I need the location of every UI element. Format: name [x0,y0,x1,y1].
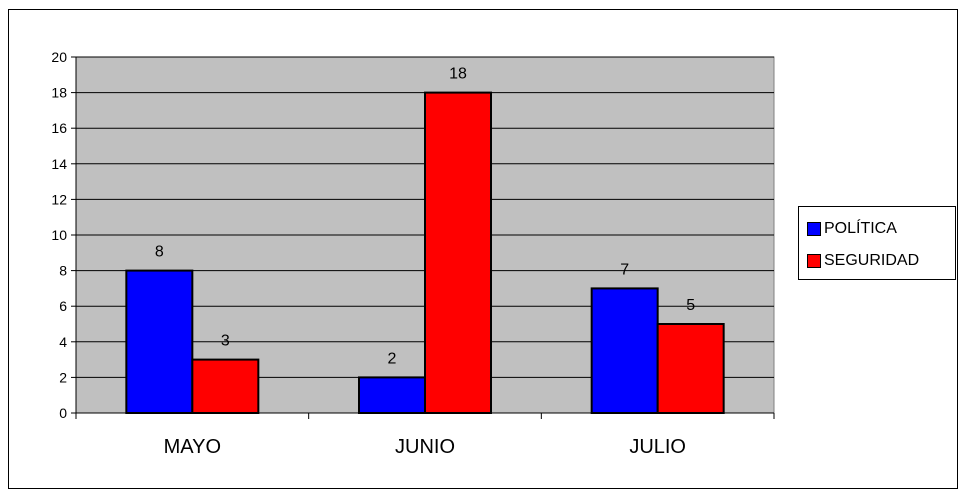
y-tick-label: 14 [51,156,67,172]
y-tick-label: 10 [51,227,67,243]
x-tick-label: JULIO [629,436,686,458]
data-labels: 8 3 2 18 7 5 [155,66,695,368]
y-tick-label: 8 [59,263,67,279]
y-axis-ticks: 0 2 4 6 8 10 12 14 16 18 20 [51,49,76,421]
x-tick-label: MAYO [164,436,221,458]
data-label: 8 [155,244,164,261]
bar-política-junio [358,376,426,414]
data-label: 2 [388,350,397,367]
data-label: 7 [620,261,629,278]
data-label: 5 [686,297,695,314]
y-tick-label: 18 [51,85,67,101]
legend-item-seguridad: SEGURIDAD [807,249,919,273]
x-axis-ticks: MAYO JUNIO JULIO [75,413,775,458]
y-tick-label: 20 [51,49,67,65]
bar-política-mayo [125,269,194,414]
x-tick-label: JUNIO [395,436,455,458]
y-tick-label: 4 [59,334,67,350]
data-label: 18 [449,66,467,83]
legend-swatch-seguridad [807,254,821,268]
chart-frame: 8 3 2 18 7 5 0 2 4 6 8 10 12 14 16 18 20 MAYO JUNIO JULIO… [8,9,958,489]
y-tick-label: 12 [51,191,67,207]
y-tick-label: 0 [59,405,67,421]
y-tick-label: 2 [59,369,67,385]
legend-item-politica: POLÍTICA [807,217,897,241]
legend-swatch-politica [807,222,821,236]
bar-seguridad-julio [656,323,725,414]
legend: POLÍTICA SEGURIDAD [798,206,956,280]
bar-seguridad-junio [424,91,492,414]
y-tick-label: 6 [59,298,67,314]
bar-chart: 8 3 2 18 7 5 0 2 4 6 8 10 12 14 16 18 20 MAYO JUNIO JULIO [51,49,775,458]
y-tick-label: 16 [51,120,67,136]
legend-label-politica: POLÍTICA [824,220,897,237]
bar-política-julio [590,287,659,414]
bar-seguridad-mayo [191,358,260,415]
legend-label-seguridad: SEGURIDAD [824,252,920,269]
data-label: 3 [221,333,230,350]
